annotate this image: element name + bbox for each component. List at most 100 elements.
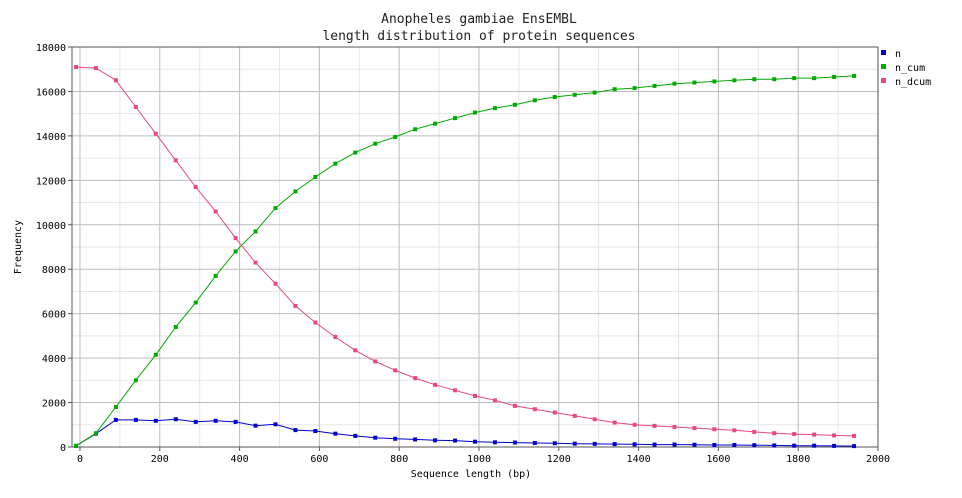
- data-point: [233, 419, 238, 424]
- data-point: [692, 80, 697, 85]
- x-axis-ticks: 0 200 400 600 800 1000 1200 1400 1600 1800 2000: [77, 447, 890, 465]
- y-axis-label: Frequency: [13, 220, 24, 274]
- data-point: [492, 398, 497, 403]
- data-point: [233, 249, 238, 254]
- data-point: [772, 431, 777, 436]
- x-tick-label: 200: [151, 454, 169, 465]
- data-point: [373, 435, 378, 440]
- data-point: [313, 429, 318, 433]
- data-point: [692, 426, 697, 431]
- data-point: [712, 79, 717, 84]
- data-point: [572, 441, 577, 446]
- data-point: [113, 417, 118, 422]
- data-point: [173, 417, 178, 422]
- x-tick-label: 1400: [627, 454, 651, 465]
- data-point: [333, 335, 338, 339]
- data-point: [572, 92, 577, 97]
- data-point: [93, 66, 98, 71]
- data-point: [732, 428, 737, 433]
- legend-item: n_dcum: [881, 77, 931, 88]
- legend-swatch: [881, 64, 886, 69]
- data-point: [852, 73, 857, 78]
- legend: n n_cum n_dcum: [881, 49, 931, 88]
- y-tick-label: 14000: [36, 132, 66, 143]
- chart-title-line-1: Anopheles gambiae EnsEMBL: [381, 12, 577, 27]
- y-tick-label: 2000: [42, 399, 66, 410]
- data-point: [612, 442, 617, 447]
- data-point: [473, 110, 477, 115]
- data-point: [592, 441, 597, 446]
- data-point: [273, 206, 278, 211]
- series-line: [75, 75, 855, 447]
- data-point: [652, 423, 657, 428]
- data-point: [173, 158, 178, 163]
- data-point: [732, 78, 737, 83]
- data-point: [293, 303, 298, 308]
- data-point: [532, 441, 537, 445]
- x-tick-label: 2000: [866, 454, 890, 465]
- data-point: [73, 65, 78, 69]
- data-point: [792, 443, 797, 448]
- x-tick-label: 0: [77, 454, 83, 465]
- data-point: [313, 175, 318, 179]
- data-point: [852, 433, 857, 438]
- data-point: [672, 442, 677, 447]
- data-point: [453, 116, 458, 121]
- y-tick-label: 0: [60, 443, 66, 454]
- data-point: [852, 444, 857, 449]
- series-n: [73, 417, 857, 449]
- data-point: [672, 81, 677, 86]
- data-point: [393, 135, 398, 139]
- data-point: [173, 325, 178, 329]
- data-point: [632, 86, 637, 91]
- data-point: [433, 382, 438, 387]
- data-point: [552, 95, 557, 99]
- data-point: [153, 418, 158, 423]
- data-point: [213, 418, 218, 423]
- data-point: [433, 438, 438, 443]
- x-tick-label: 800: [390, 454, 408, 465]
- data-point: [333, 161, 338, 166]
- data-point: [732, 443, 737, 447]
- data-point: [752, 429, 757, 434]
- legend-label: n_dcum: [895, 77, 931, 88]
- legend-item: n_cum: [881, 63, 925, 74]
- data-point: [413, 127, 418, 132]
- series-layer: [73, 65, 857, 449]
- data-point: [672, 425, 677, 429]
- data-point: [652, 83, 657, 88]
- data-point: [373, 141, 378, 146]
- data-point: [832, 443, 837, 448]
- data-point: [592, 90, 597, 95]
- data-point: [133, 417, 138, 422]
- series-n-cum: [73, 73, 857, 448]
- x-tick-label: 400: [231, 454, 249, 465]
- x-tick-label: 1200: [547, 454, 571, 465]
- data-point: [113, 405, 118, 409]
- data-point: [253, 260, 258, 265]
- data-point: [453, 388, 458, 393]
- data-point: [153, 131, 158, 136]
- y-tick-label: 16000: [36, 87, 66, 98]
- data-point: [313, 320, 318, 325]
- data-point: [712, 443, 717, 447]
- data-point: [832, 75, 837, 79]
- data-point: [393, 368, 398, 373]
- y-tick-label: 10000: [36, 221, 66, 232]
- data-point: [752, 443, 757, 448]
- data-point: [632, 442, 637, 447]
- data-point: [792, 76, 797, 81]
- y-tick-label: 12000: [36, 176, 66, 187]
- data-point: [293, 189, 298, 194]
- data-point: [552, 441, 557, 446]
- y-tick-label: 18000: [36, 43, 66, 54]
- data-point: [213, 209, 218, 214]
- data-point: [133, 378, 138, 383]
- data-point: [213, 273, 218, 278]
- data-point: [712, 427, 717, 432]
- data-point: [772, 77, 777, 82]
- data-point: [512, 102, 517, 107]
- data-point: [253, 423, 258, 428]
- data-point: [812, 443, 817, 448]
- x-tick-label: 1600: [706, 454, 730, 465]
